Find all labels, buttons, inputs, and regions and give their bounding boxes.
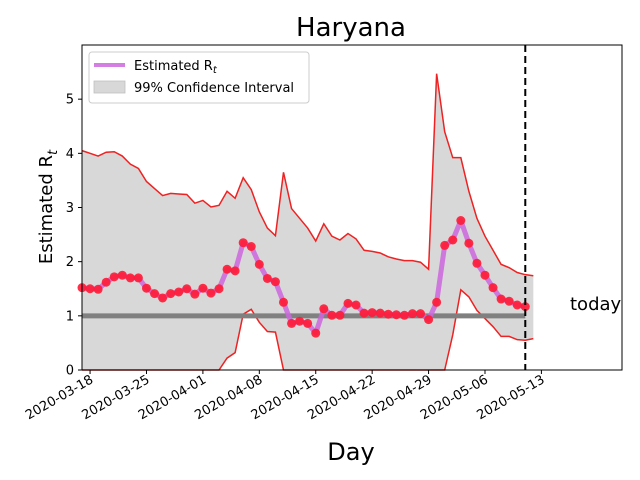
data-point xyxy=(472,258,482,268)
upper-bound-line xyxy=(81,73,534,277)
data-point xyxy=(109,272,119,282)
legend-ci-label: 99% Confidence Interval xyxy=(134,81,294,96)
data-point xyxy=(222,264,232,274)
data-point xyxy=(319,304,329,314)
x-axis-label: Day xyxy=(327,438,374,466)
y-tick-label: 3 xyxy=(66,201,74,216)
data-point xyxy=(351,300,361,310)
data-point xyxy=(117,270,127,280)
y-tick-label: 5 xyxy=(66,93,74,108)
data-point xyxy=(359,308,369,318)
data-point xyxy=(424,315,434,325)
data-point xyxy=(174,287,184,297)
data-point xyxy=(295,316,305,326)
y-axis-label-sub: t xyxy=(46,149,61,155)
legend-frame xyxy=(88,51,310,104)
data-point xyxy=(496,294,506,304)
data-point xyxy=(246,242,256,251)
data-point xyxy=(93,284,103,294)
data-point xyxy=(262,273,272,283)
legend: Estimated Rt 99% Confidence Interval xyxy=(88,51,310,104)
data-point xyxy=(407,309,417,319)
legend-estimate-label: Estimated Rt xyxy=(134,59,218,76)
data-point xyxy=(456,216,466,225)
data-point xyxy=(133,273,143,283)
data-point xyxy=(448,235,458,245)
legend-ci-swatch xyxy=(93,80,126,94)
data-point xyxy=(238,238,248,248)
data-point xyxy=(464,238,474,248)
data-point xyxy=(303,318,313,328)
data-point xyxy=(150,289,160,299)
data-point xyxy=(416,309,426,319)
data-point xyxy=(287,318,297,328)
data-point xyxy=(101,277,111,287)
y-tick-label: 4 xyxy=(66,147,74,162)
data-point xyxy=(270,277,280,287)
data-point xyxy=(214,284,224,294)
data-point xyxy=(383,309,393,319)
data-point xyxy=(391,310,401,320)
data-point xyxy=(206,288,216,298)
data-point xyxy=(480,270,490,280)
data-point xyxy=(512,300,522,310)
data-point xyxy=(311,328,321,338)
estimate-points-layer xyxy=(77,216,530,338)
y-tick-label: 1 xyxy=(66,309,74,324)
data-point xyxy=(520,302,530,312)
data-point xyxy=(158,293,168,303)
data-point xyxy=(327,310,337,320)
data-point xyxy=(488,283,498,293)
y-tick-label: 0 xyxy=(66,364,74,379)
data-point xyxy=(230,266,240,276)
y-axis-label: Estimated Rt xyxy=(36,149,61,264)
y-axis-label-main: Estimated R xyxy=(36,155,57,264)
legend-estimate-sub: t xyxy=(213,65,218,76)
data-point xyxy=(367,308,377,318)
data-point xyxy=(440,240,450,250)
data-point xyxy=(85,284,95,294)
data-point xyxy=(190,289,200,299)
data-point xyxy=(399,310,409,320)
data-point xyxy=(198,283,208,293)
data-point xyxy=(125,273,135,283)
data-point xyxy=(335,310,345,320)
data-point xyxy=(182,284,192,294)
data-point xyxy=(375,308,385,318)
data-point xyxy=(141,283,151,293)
data-point xyxy=(166,289,176,299)
y-tick-label: 2 xyxy=(66,255,74,270)
data-point xyxy=(278,297,288,307)
data-point xyxy=(432,297,442,307)
today-label: today xyxy=(570,294,622,315)
data-point xyxy=(504,296,514,306)
data-point xyxy=(343,298,353,308)
legend-estimate-main: Estimated R xyxy=(134,59,213,74)
chart-title: Haryana xyxy=(296,13,406,43)
data-point xyxy=(254,259,264,269)
